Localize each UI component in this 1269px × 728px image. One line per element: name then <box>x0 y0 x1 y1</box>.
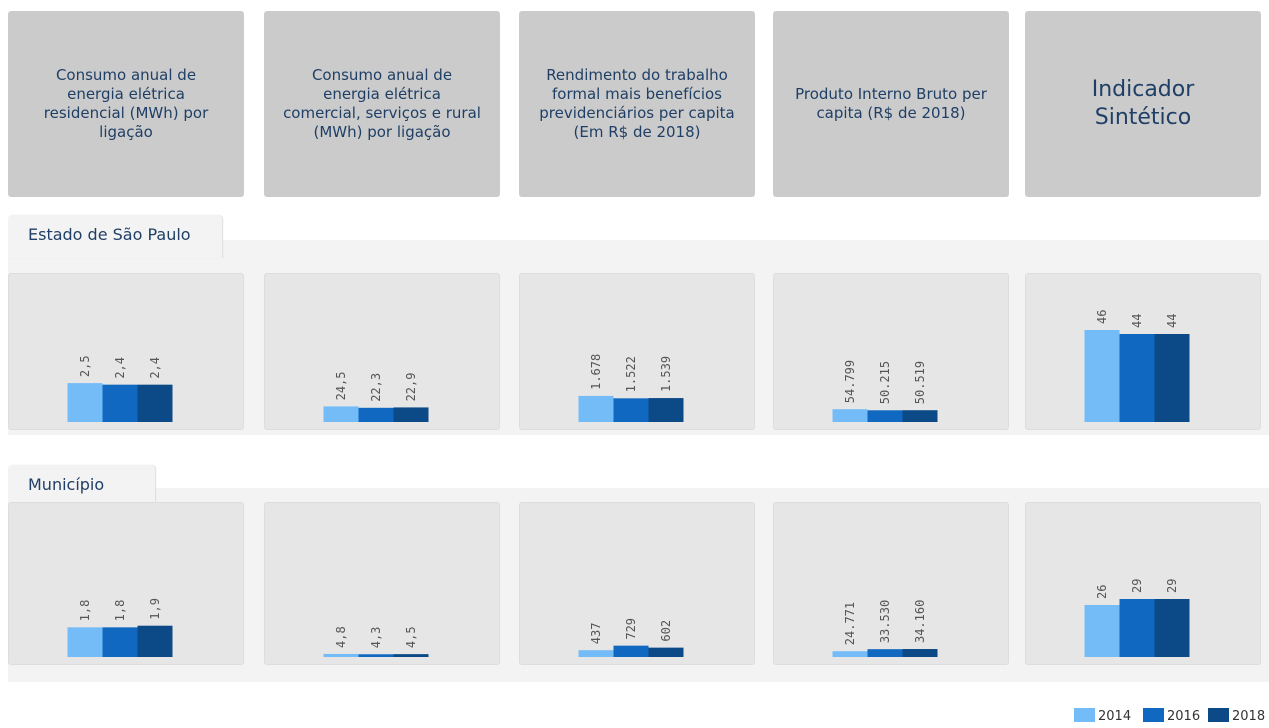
header-card: Rendimento do trabalho formal mais benef… <box>519 11 755 197</box>
bar <box>613 398 649 422</box>
bar <box>613 645 649 657</box>
header-card: Produto Interno Bruto per capita (R$ de … <box>773 11 1009 197</box>
bar <box>867 410 903 422</box>
bar <box>67 383 103 422</box>
value-label: 33.530 <box>878 600 892 643</box>
bar <box>1119 334 1155 422</box>
chart-panel <box>264 273 500 430</box>
legend-label: 2016 <box>1167 709 1201 724</box>
bar <box>137 384 173 422</box>
section-tab: Estado de São Paulo <box>8 215 222 258</box>
value-label: 34.160 <box>913 600 927 643</box>
section-tab: Município <box>8 465 155 506</box>
value-label: 22,3 <box>369 373 383 402</box>
value-label: 54.799 <box>843 360 857 403</box>
bar <box>102 384 138 422</box>
legend-label: 2018 <box>1232 709 1266 724</box>
bar <box>578 395 614 422</box>
value-label: 44 <box>1130 314 1144 328</box>
value-label: 1.539 <box>659 356 673 392</box>
bar <box>867 649 903 657</box>
value-label: 2,5 <box>78 355 92 377</box>
bar <box>393 407 429 422</box>
bar <box>323 406 359 422</box>
header-card: Consumo anual de energia elétrica comerc… <box>264 11 500 197</box>
bar <box>1119 599 1155 657</box>
value-label: 22,9 <box>404 373 418 402</box>
bar <box>648 398 684 422</box>
value-label: 50.519 <box>913 361 927 404</box>
bar <box>137 625 173 657</box>
value-label: 602 <box>659 620 673 642</box>
legend-swatch <box>1143 708 1164 722</box>
value-label: 44 <box>1165 314 1179 328</box>
value-label: 1.678 <box>589 354 603 390</box>
bar <box>902 410 938 422</box>
value-label: 2,4 <box>113 357 127 379</box>
value-label: 1,8 <box>113 600 127 622</box>
value-label: 29 <box>1165 579 1179 593</box>
chart-panel <box>264 502 500 665</box>
bar <box>1154 334 1190 422</box>
bar <box>832 409 868 422</box>
value-label: 29 <box>1130 579 1144 593</box>
bar <box>1154 599 1190 657</box>
bar <box>902 649 938 657</box>
bar <box>358 654 394 657</box>
value-label: 26 <box>1095 585 1109 599</box>
header-card: Indicador Sintético <box>1025 11 1261 197</box>
bar <box>102 627 138 657</box>
chart-panel <box>773 502 1009 665</box>
bar <box>1084 330 1120 422</box>
value-label: 4,8 <box>334 626 348 648</box>
bar <box>393 654 429 657</box>
chart-panel <box>519 502 755 665</box>
value-label: 24.771 <box>843 602 857 645</box>
value-label: 437 <box>589 623 603 645</box>
bar <box>67 627 103 657</box>
value-label: 1,9 <box>148 598 162 620</box>
value-label: 4,3 <box>369 627 383 649</box>
legend-swatch <box>1074 708 1095 722</box>
bar <box>323 653 359 657</box>
bar <box>648 647 684 657</box>
value-label: 24,5 <box>334 372 348 401</box>
value-label: 4,5 <box>404 626 418 648</box>
value-label: 729 <box>624 618 638 640</box>
bar <box>1084 605 1120 657</box>
value-label: 1,8 <box>78 600 92 622</box>
bar <box>832 651 868 657</box>
value-label: 1.522 <box>624 356 638 392</box>
bar <box>578 650 614 657</box>
value-label: 50.215 <box>878 361 892 404</box>
bar <box>358 407 394 422</box>
legend-swatch <box>1208 708 1229 722</box>
chart-panel <box>773 273 1009 430</box>
value-label: 46 <box>1095 310 1109 324</box>
legend-label: 2014 <box>1098 709 1132 724</box>
header-card: Consumo anual de energia elétrica reside… <box>8 11 244 197</box>
value-label: 2,4 <box>148 357 162 379</box>
